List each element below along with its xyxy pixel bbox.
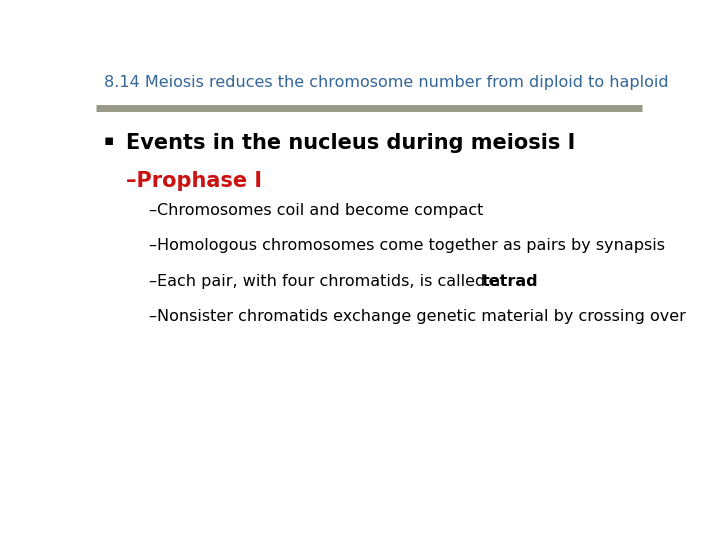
Text: 8.14 Meiosis reduces the chromosome number from diploid to haploid: 8.14 Meiosis reduces the chromosome numb… (104, 75, 669, 90)
Text: –Each pair, with four chromatids, is called a: –Each pair, with four chromatids, is cal… (148, 274, 505, 288)
Text: tetrad: tetrad (482, 274, 538, 288)
Text: –Nonsister chromatids exchange genetic material by crossing over: –Nonsister chromatids exchange genetic m… (148, 309, 685, 324)
Text: ▪: ▪ (104, 133, 114, 148)
Text: Events in the nucleus during meiosis I: Events in the nucleus during meiosis I (126, 133, 575, 153)
Text: –Chromosomes coil and become compact: –Chromosomes coil and become compact (148, 203, 483, 218)
Text: –Homologous chromosomes come together as pairs by synapsis: –Homologous chromosomes come together as… (148, 238, 665, 253)
Text: –Prophase I: –Prophase I (126, 171, 262, 191)
